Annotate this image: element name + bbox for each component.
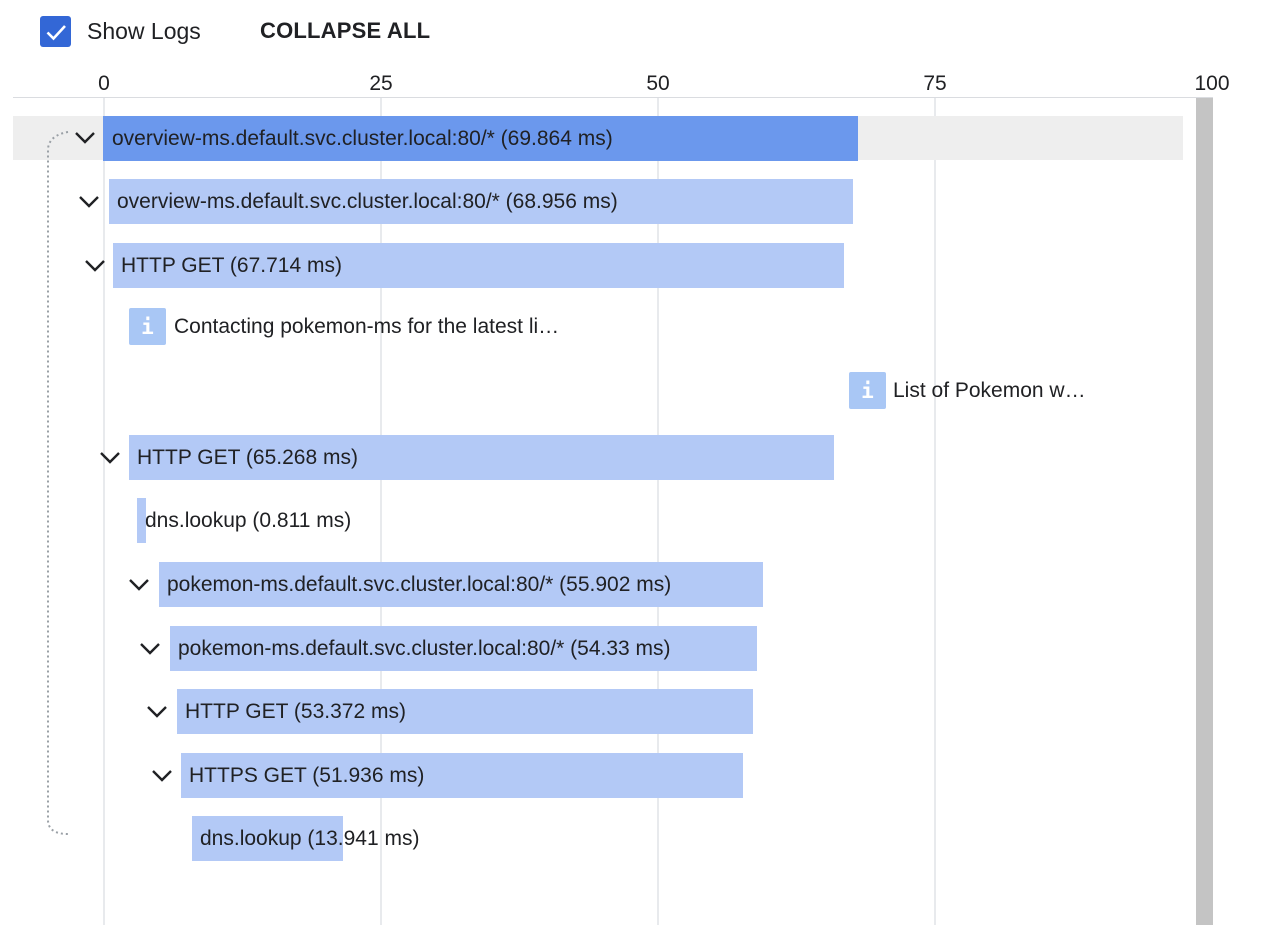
info-icon[interactable]: i bbox=[129, 308, 166, 345]
grid-line bbox=[103, 98, 105, 925]
span-label[interactable]: dns.lookup (13.941 ms) bbox=[200, 827, 420, 850]
span-label[interactable]: dns.lookup (0.811 ms) bbox=[145, 509, 352, 532]
collapse-all-button[interactable]: COLLAPSE ALL bbox=[260, 18, 431, 43]
chevron-down-icon[interactable] bbox=[139, 642, 161, 656]
info-icon[interactable]: i bbox=[849, 372, 886, 409]
span-bar[interactable] bbox=[177, 689, 753, 734]
log-message[interactable]: Contacting pokemon-ms for the latest li… bbox=[174, 315, 560, 338]
grid-line bbox=[934, 98, 936, 925]
show-logs-label[interactable]: Show Logs bbox=[87, 18, 201, 44]
span-label[interactable]: HTTP GET (53.372 ms) bbox=[185, 700, 406, 723]
span-bar[interactable] bbox=[170, 626, 757, 671]
span-bar[interactable] bbox=[113, 243, 844, 288]
chevron-down-icon[interactable] bbox=[146, 705, 168, 719]
axis-tick-label: 75 bbox=[923, 72, 947, 95]
vertical-scrollbar[interactable] bbox=[1196, 98, 1213, 925]
chevron-down-icon[interactable] bbox=[78, 195, 100, 209]
span-bar[interactable] bbox=[159, 562, 763, 607]
span-bar[interactable] bbox=[181, 753, 743, 798]
span-label[interactable]: pokemon-ms.default.svc.cluster.local:80/… bbox=[167, 573, 672, 596]
span-label[interactable]: HTTP GET (65.268 ms) bbox=[137, 446, 358, 469]
show-logs-checkbox[interactable] bbox=[40, 16, 71, 47]
log-message[interactable]: List of Pokemon w… bbox=[893, 379, 1086, 402]
chevron-down-icon[interactable] bbox=[99, 451, 121, 465]
span-label[interactable]: HTTP GET (67.714 ms) bbox=[121, 254, 342, 277]
span-label[interactable]: HTTPS GET (51.936 ms) bbox=[189, 764, 425, 787]
chevron-down-icon[interactable] bbox=[84, 259, 106, 273]
chevron-down-icon[interactable] bbox=[74, 131, 96, 145]
axis-tick-label: 100 bbox=[1194, 72, 1230, 95]
checkmark-icon bbox=[46, 24, 66, 40]
chevron-down-icon[interactable] bbox=[128, 578, 150, 592]
span-label[interactable]: overview-ms.default.svc.cluster.local:80… bbox=[112, 127, 613, 150]
grid-line bbox=[380, 98, 382, 925]
span-label[interactable]: pokemon-ms.default.svc.cluster.local:80/… bbox=[178, 637, 671, 660]
span-bar[interactable] bbox=[137, 498, 146, 543]
span-bar[interactable] bbox=[192, 816, 343, 861]
chevron-down-icon[interactable] bbox=[151, 769, 173, 783]
axis-line bbox=[13, 97, 1213, 98]
span-bar[interactable] bbox=[109, 179, 853, 224]
span-connector-line bbox=[47, 131, 69, 835]
grid-line bbox=[657, 98, 659, 925]
axis-tick-label: 25 bbox=[369, 72, 393, 95]
span-label[interactable]: overview-ms.default.svc.cluster.local:80… bbox=[117, 190, 618, 213]
span-bar[interactable] bbox=[103, 116, 858, 161]
axis-tick-label: 50 bbox=[646, 72, 670, 95]
axis-tick-label: 0 bbox=[98, 72, 110, 95]
span-bar[interactable] bbox=[129, 435, 834, 480]
